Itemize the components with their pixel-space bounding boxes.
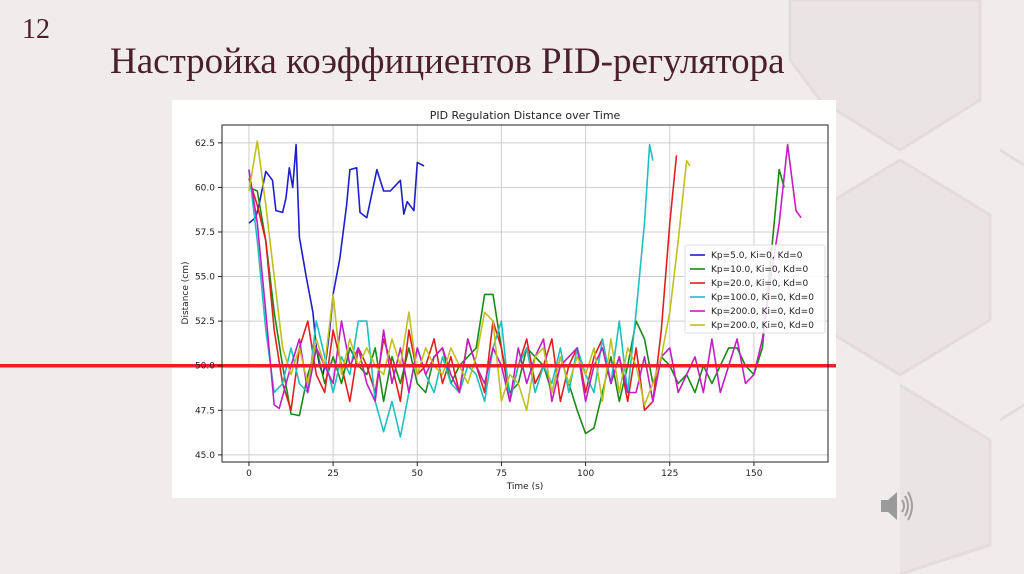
y-tick-label: 45.0: [195, 451, 215, 461]
series-line-3: [248, 143, 654, 438]
y-tick-label: 50.0: [195, 362, 215, 372]
x-tick-label: 0: [246, 469, 252, 479]
y-tick-label: 47.5: [195, 406, 215, 416]
x-tick-label: 25: [327, 469, 338, 479]
x-tick-label: 150: [745, 469, 762, 479]
x-tick-label: 125: [661, 469, 678, 479]
y-axis-label: Distance (cm): [181, 262, 191, 325]
slide-title: Настройка коэффициентов PID-регулятора: [110, 41, 785, 82]
legend-entry: Kp=100.0, Ki=0, Kd=0: [711, 293, 814, 303]
x-tick-label: 75: [496, 469, 507, 479]
y-tick-label: 55.0: [195, 273, 215, 283]
legend-entry: Kp=5.0, Ki=0, Kd=0: [711, 251, 803, 261]
grid: [222, 125, 828, 462]
speaker-icon[interactable]: [878, 488, 918, 524]
legend-entry: Kp=20.0, Ki=0, Kd=0: [711, 279, 808, 289]
legend-entry: Kp=200.0, Ki=0, Kd=0: [711, 307, 814, 317]
legend-entry: Kp=200.0, Ki=0, Kd=0: [711, 321, 814, 331]
series-line-5: [248, 140, 691, 412]
legend-box: [684, 244, 826, 334]
y-tick-label: 60.0: [195, 183, 215, 193]
y-tick-label: 57.5: [195, 228, 215, 238]
y-tick-label: 52.5: [195, 317, 215, 327]
x-tick-label: 50: [412, 469, 424, 479]
legend: Kp=5.0, Ki=0, Kd=0 Kp=10.0, Ki=0, Kd=0 Kp=…: [684, 244, 826, 334]
series-line-4: [248, 143, 802, 410]
y-tick-label: 62.5: [195, 139, 215, 149]
legend-entry: Kp=10.0, Ki=0, Kd=0: [711, 265, 808, 275]
chart-image: 0 25 50 75 100 125 150 45.0 47.5 50.0 52.5 55.0 57.5…: [0, 100, 836, 498]
x-axis-label: Time (s): [506, 482, 544, 492]
chart-title: PID Regulation Distance over Time: [430, 109, 621, 122]
slide-number: 12: [22, 14, 50, 45]
x-tick-label: 100: [577, 469, 594, 479]
line-chart: 0 25 50 75 100 125 150 45.0 47.5 50.0 52.5 55.0 57.5…: [0, 109, 836, 492]
plot-frame: [221, 124, 829, 463]
